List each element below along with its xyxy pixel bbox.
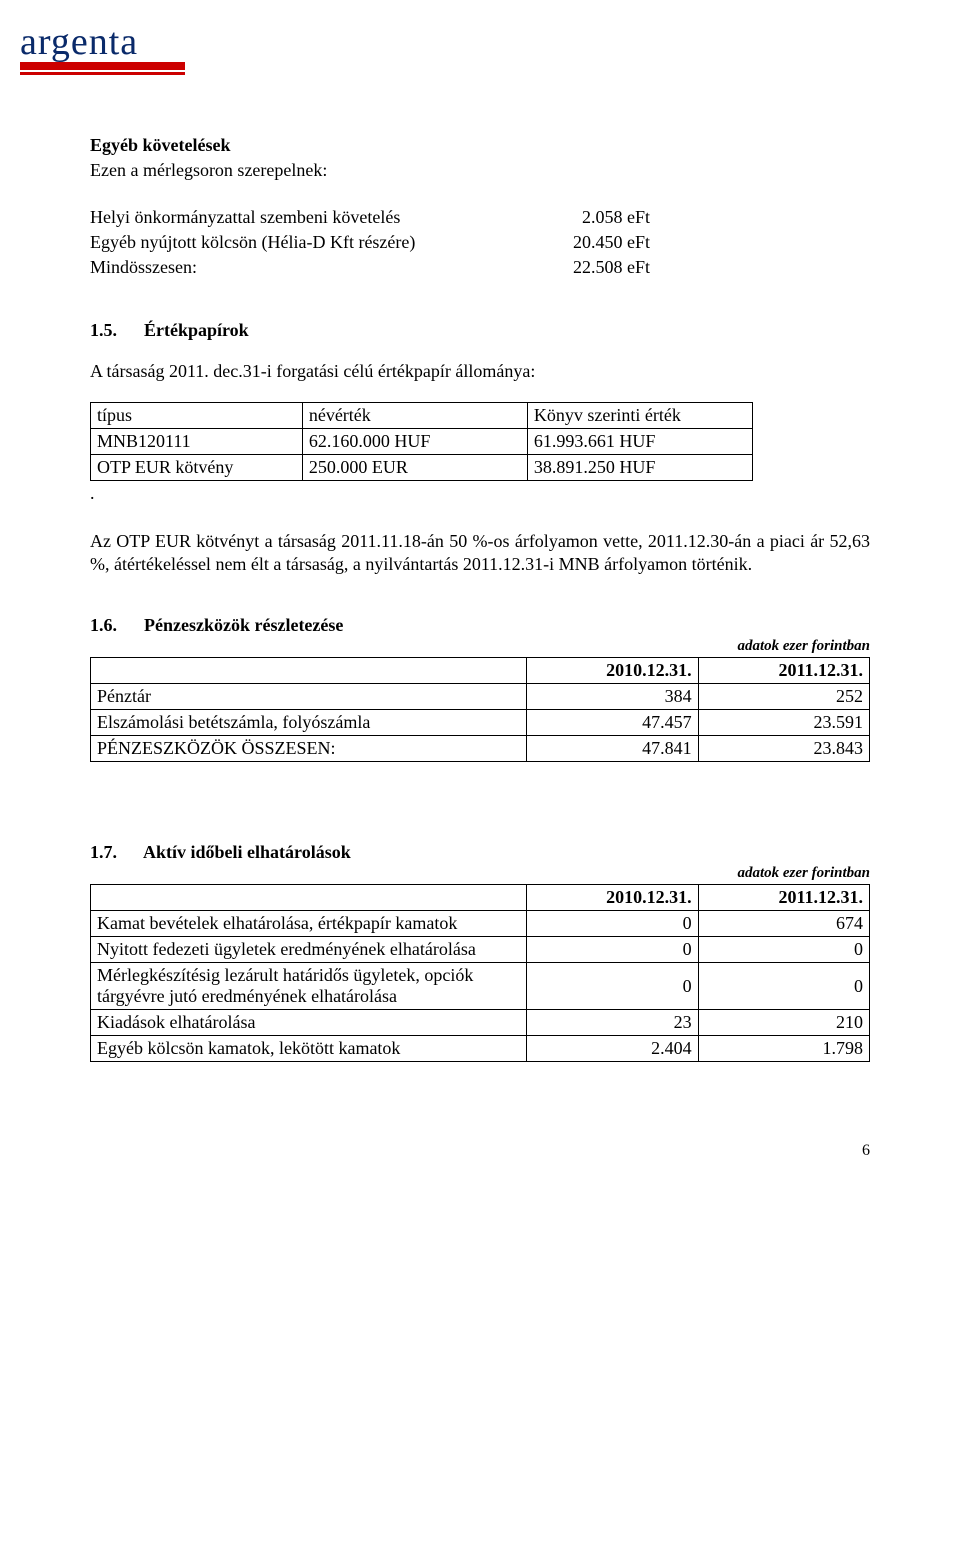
cell: 47.457 [527, 710, 698, 736]
kv-table: Helyi önkormányzattal szembeni követelés… [90, 205, 870, 280]
cell: 250.000 EUR [302, 455, 527, 481]
table-row: 2010.12.31. 2011.12.31. [91, 885, 870, 911]
section-num: 1.6. [90, 615, 117, 635]
table-row: Nyitott fedezeti ügyletek eredményének e… [91, 937, 870, 963]
dot: . [90, 483, 870, 504]
cell: 252 [698, 684, 869, 710]
kv-label: Egyéb nyújtott kölcsön (Hélia-D Kft rész… [90, 230, 502, 255]
cell: 210 [698, 1010, 869, 1036]
cell: 0 [527, 937, 698, 963]
cell: PÉNZESZKÖZÖK ÖSSZESEN: [91, 736, 527, 762]
section-title-text: Pénzeszközök részletezése [144, 615, 343, 635]
col-header: névérték [302, 403, 527, 429]
col-header: 2010.12.31. [527, 658, 698, 684]
cell: Mérlegkészítésig lezárult határidős ügyl… [91, 963, 527, 1010]
section-1-6-heading: 1.6. Pénzeszközök részletezése [90, 615, 870, 636]
cell: 62.160.000 HUF [302, 429, 527, 455]
cell: 0 [527, 911, 698, 937]
cash-table: 2010.12.31. 2011.12.31. Pénztár 384 252 … [90, 657, 870, 762]
securities-table: típus névérték Könyv szerinti érték MNB1… [90, 402, 753, 481]
unit-label: adatok ezer forintban [90, 865, 870, 882]
accruals-table: 2010.12.31. 2011.12.31. Kamat bevételek … [90, 884, 870, 1062]
table-row: PÉNZESZKÖZÖK ÖSSZESEN: 47.841 23.843 [91, 736, 870, 762]
section-1-5-para: Az OTP EUR kötvényt a társaság 2011.11.1… [90, 530, 870, 575]
spacer [90, 762, 870, 842]
table-row: Kiadások elhatárolása 23 210 [91, 1010, 870, 1036]
table-row: Mérlegkészítésig lezárult határidős ügyl… [91, 963, 870, 1010]
page-number: 6 [90, 1142, 870, 1160]
cell: Egyéb kölcsön kamatok, lekötött kamatok [91, 1036, 527, 1062]
cell: Kiadások elhatárolása [91, 1010, 527, 1036]
table-row: Pénztár 384 252 [91, 684, 870, 710]
table-row: Helyi önkormányzattal szembeni követelés… [90, 205, 870, 230]
logo-text: argenta [20, 20, 870, 64]
table-row: Egyéb nyújtott kölcsön (Hélia-D Kft rész… [90, 230, 870, 255]
kv-label: Mindösszesen: [90, 255, 502, 280]
col-header: Könyv szerinti érték [527, 403, 752, 429]
cell: 1.798 [698, 1036, 869, 1062]
col-header: típus [91, 403, 303, 429]
table-row: Kamat bevételek elhatárolása, értékpapír… [91, 911, 870, 937]
table-row: Egyéb kölcsön kamatok, lekötött kamatok … [91, 1036, 870, 1062]
section-1-5-heading: 1.5. Értékpapírok [90, 320, 870, 341]
cell: 0 [698, 963, 869, 1010]
section-1-5-intro: A társaság 2011. dec.31-i forgatási célú… [90, 361, 870, 382]
cell: 384 [527, 684, 698, 710]
logo-bar-thin [20, 72, 185, 75]
cell: 23 [527, 1010, 698, 1036]
section-egyeb-title: Egyéb követelések [90, 135, 870, 156]
cell: Elszámolási betétszámla, folyószámla [91, 710, 527, 736]
table-row: 2010.12.31. 2011.12.31. [91, 658, 870, 684]
table-row: Mindösszesen: 22.508 eFt [90, 255, 870, 280]
col-header [91, 658, 527, 684]
cell: 2.404 [527, 1036, 698, 1062]
cell: 23.591 [698, 710, 869, 736]
cell: 38.891.250 HUF [527, 455, 752, 481]
cell: 0 [527, 963, 698, 1010]
cell: 47.841 [527, 736, 698, 762]
table-row: MNB120111 62.160.000 HUF 61.993.661 HUF [91, 429, 753, 455]
cell: Nyitott fedezeti ügyletek eredményének e… [91, 937, 527, 963]
cell: Kamat bevételek elhatárolása, értékpapír… [91, 911, 527, 937]
cell: MNB120111 [91, 429, 303, 455]
section-num: 1.7. [90, 842, 117, 862]
cell: 674 [698, 911, 869, 937]
col-header [91, 885, 527, 911]
kv-label: Helyi önkormányzattal szembeni követelés [90, 205, 502, 230]
cell: OTP EUR kötvény [91, 455, 303, 481]
section-1-7-heading: 1.7. Aktív időbeli elhatárolások [90, 842, 870, 863]
table-row: OTP EUR kötvény 250.000 EUR 38.891.250 H… [91, 455, 753, 481]
section-title-text: Aktív időbeli elhatárolások [143, 842, 351, 862]
unit-label: adatok ezer forintban [90, 638, 870, 655]
cell: 61.993.661 HUF [527, 429, 752, 455]
table-row: típus névérték Könyv szerinti érték [91, 403, 753, 429]
table-row: Elszámolási betétszámla, folyószámla 47.… [91, 710, 870, 736]
kv-value: 2.058 eFt [552, 205, 650, 230]
section-egyeb-sub: Ezen a mérlegsoron szerepelnek: [90, 160, 870, 181]
cell: 0 [698, 937, 869, 963]
col-header: 2011.12.31. [698, 885, 869, 911]
cell: 23.843 [698, 736, 869, 762]
logo: argenta [20, 20, 870, 75]
kv-value: 22.508 eFt [552, 255, 650, 280]
section-num: 1.5. [90, 320, 117, 340]
col-header: 2010.12.31. [527, 885, 698, 911]
section-title-text: Értékpapírok [144, 320, 249, 340]
col-header: 2011.12.31. [698, 658, 869, 684]
kv-value: 20.450 eFt [552, 230, 650, 255]
page-container: argenta Egyéb követelések Ezen a mérlegs… [0, 0, 960, 1216]
cell: Pénztár [91, 684, 527, 710]
